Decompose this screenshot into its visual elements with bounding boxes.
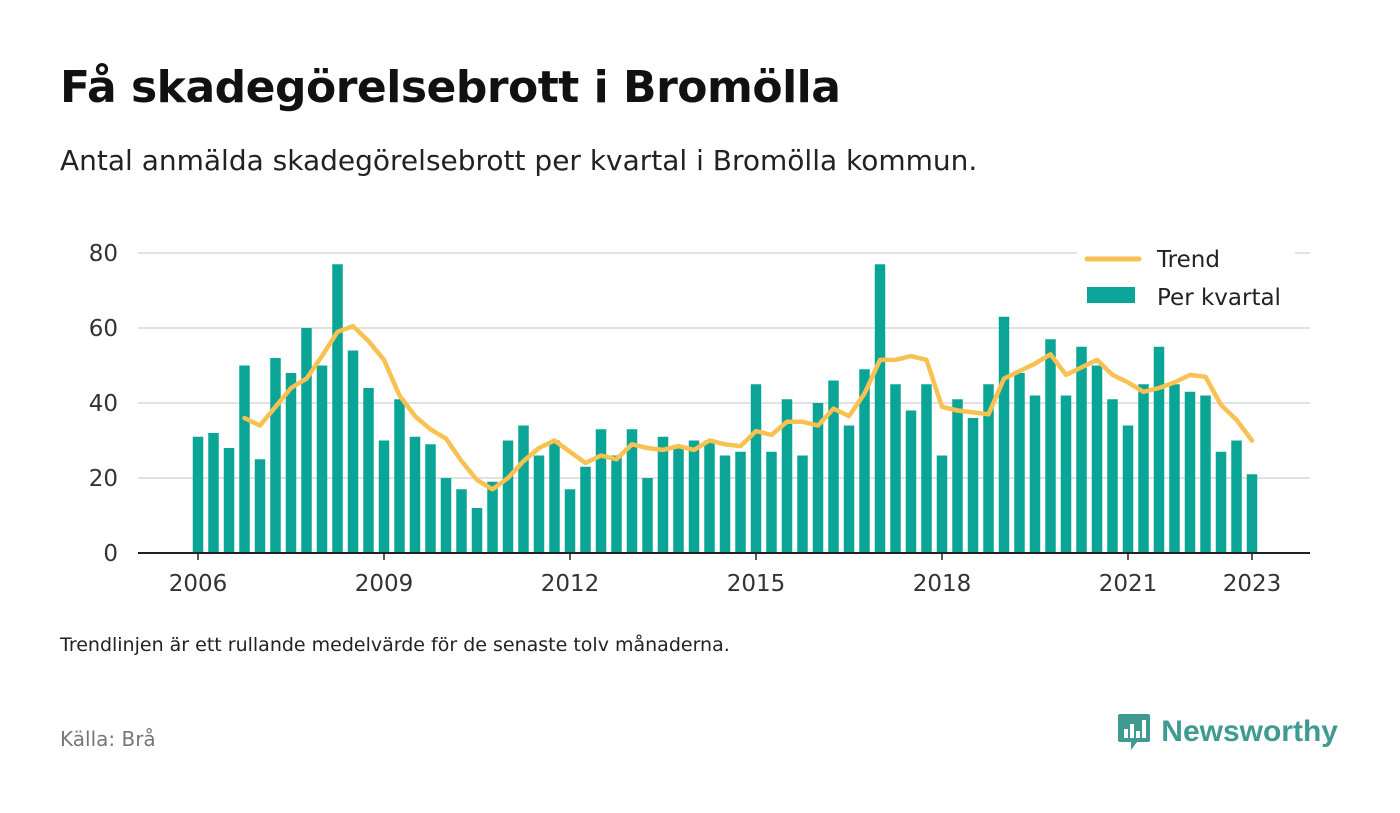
y-tick-label: 80 <box>89 241 118 267</box>
chart-subtitle: Antal anmälda skadegörelsebrott per kvar… <box>60 144 978 177</box>
bar <box>564 489 576 553</box>
bar <box>766 451 777 553</box>
bar <box>1091 365 1103 553</box>
bar <box>983 384 994 553</box>
y-tick-label: 40 <box>89 391 118 417</box>
y-tick-label: 20 <box>89 466 118 492</box>
bar <box>1169 384 1180 553</box>
bar <box>239 365 250 553</box>
bar <box>1215 451 1227 553</box>
bar <box>828 380 839 553</box>
bar <box>998 316 1010 553</box>
bar <box>270 358 281 553</box>
bar <box>952 399 963 553</box>
bar <box>1153 346 1165 553</box>
bar <box>518 425 529 553</box>
bar <box>254 459 266 553</box>
bar <box>1060 395 1072 553</box>
bar <box>611 455 622 553</box>
source-text: Källa: Brå <box>60 727 156 751</box>
bar <box>750 384 762 553</box>
bar <box>1200 395 1211 553</box>
legend: Trend Per kvartal <box>1077 242 1295 316</box>
bar <box>502 440 514 553</box>
trend-layer <box>242 323 1255 492</box>
bar <box>890 384 901 553</box>
x-tick-label: 2018 <box>913 571 972 597</box>
bar <box>719 455 731 553</box>
bar <box>657 436 669 553</box>
bar <box>285 373 297 553</box>
bar <box>704 440 715 553</box>
bar <box>223 448 235 553</box>
bar <box>192 436 204 553</box>
bar <box>440 478 452 553</box>
bar <box>301 328 312 553</box>
bar <box>1231 440 1242 553</box>
x-tick-label: 2012 <box>541 571 600 597</box>
bar <box>208 433 219 553</box>
bar <box>797 455 808 553</box>
bar <box>471 508 483 553</box>
bar <box>1014 373 1025 553</box>
bar <box>843 425 855 553</box>
y-tick-label: 0 <box>103 541 118 567</box>
bar <box>1029 395 1041 553</box>
bar <box>1184 391 1196 553</box>
x-tick-label: 2023 <box>1223 571 1282 597</box>
bars <box>192 264 1258 553</box>
bar <box>812 403 824 553</box>
y-tick-label: 60 <box>89 316 118 342</box>
bar <box>859 369 870 553</box>
bar <box>673 448 684 553</box>
bar <box>549 440 560 553</box>
x-tick-label: 2009 <box>355 571 414 597</box>
legend-background <box>1077 242 1295 316</box>
bar <box>456 489 467 553</box>
y-axis-labels: 0 20 40 60 80 <box>89 241 118 567</box>
bar <box>332 264 343 553</box>
legend-trend-label: Trend <box>1156 247 1220 273</box>
brand-name: Newsworthy <box>1161 715 1338 748</box>
bar <box>363 388 374 553</box>
bar <box>874 264 886 553</box>
bar <box>394 399 405 553</box>
x-tick-label: 2006 <box>169 571 228 597</box>
x-axis: 2006 2009 2012 2015 2018 2021 2023 <box>138 552 1310 597</box>
bar <box>781 399 793 553</box>
bar <box>905 410 917 553</box>
bar <box>487 481 498 553</box>
bar <box>409 436 421 553</box>
newsworthy-logo[interactable]: Newsworthy <box>1117 712 1338 752</box>
legend-bar-swatch <box>1087 287 1135 303</box>
bar <box>936 455 948 553</box>
trend-line <box>242 323 1255 492</box>
bar <box>1045 339 1056 553</box>
bar <box>425 444 436 553</box>
bar <box>1246 474 1258 553</box>
bar <box>595 429 607 553</box>
bar <box>580 466 591 553</box>
x-tick-label: 2021 <box>1099 571 1158 597</box>
bar <box>688 440 700 553</box>
bar <box>316 365 328 553</box>
chart-title: Få skadegörelsebrott i Bromölla <box>60 62 841 113</box>
bar <box>378 440 390 553</box>
newsworthy-logo-icon <box>1118 714 1151 750</box>
bar <box>1122 425 1134 553</box>
bar <box>735 451 746 553</box>
bar <box>642 478 653 553</box>
bar <box>533 455 545 553</box>
bar <box>921 384 932 553</box>
bar <box>1107 399 1118 553</box>
bar-line-chart: 0 20 40 60 80 2006 2009 2012 2015 2018 2021 2023 T… <box>89 241 1310 597</box>
bar <box>1076 346 1087 553</box>
bar <box>1138 384 1149 553</box>
bar <box>626 429 638 553</box>
bar <box>967 418 979 553</box>
legend-bar-label: Per kvartal <box>1157 285 1281 311</box>
x-tick-label: 2015 <box>727 571 786 597</box>
bar <box>347 350 359 553</box>
trend-footnote: Trendlinjen är ett rullande medelvärde f… <box>60 634 730 656</box>
